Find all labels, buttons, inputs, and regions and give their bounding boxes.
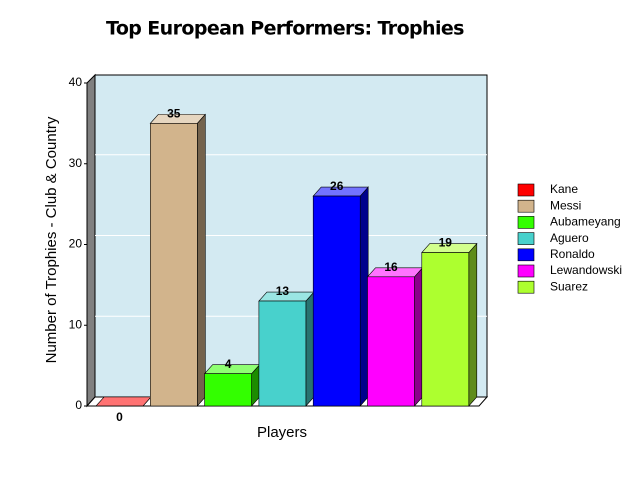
x-axis-title: Players bbox=[257, 424, 307, 441]
data-label: 0 bbox=[116, 410, 123, 424]
legend-label: Kane bbox=[550, 182, 578, 196]
data-label: 26 bbox=[330, 179, 344, 193]
bar-side bbox=[197, 113, 206, 407]
y-tick-label: 40 bbox=[69, 75, 83, 89]
bar bbox=[367, 276, 415, 407]
side-wall bbox=[86, 73, 96, 408]
bar bbox=[421, 252, 470, 407]
legend-swatch bbox=[517, 183, 535, 197]
legend-label: Aubameyang bbox=[550, 215, 621, 229]
data-label: 16 bbox=[384, 260, 398, 274]
bar bbox=[204, 373, 252, 407]
chart-title: Top European Performers: Trophies bbox=[106, 18, 464, 40]
y-tick-label: 30 bbox=[69, 156, 83, 170]
legend-label: Messi bbox=[550, 198, 581, 212]
data-label: 13 bbox=[276, 284, 290, 298]
data-label: 19 bbox=[439, 236, 453, 250]
legend-swatch bbox=[517, 248, 535, 262]
legend-swatch bbox=[517, 232, 535, 245]
legend-label: Ronaldo bbox=[550, 247, 595, 261]
data-label: 4 bbox=[225, 357, 232, 371]
y-tick-label: 10 bbox=[69, 317, 83, 331]
legend-swatch bbox=[517, 264, 535, 278]
legend-swatch bbox=[517, 216, 535, 229]
legend-swatch bbox=[517, 280, 535, 294]
y-tick-label: 20 bbox=[69, 237, 83, 251]
bar-side bbox=[414, 267, 423, 407]
legend-swatch bbox=[517, 199, 535, 213]
bar-top bbox=[203, 364, 261, 375]
data-label: 35 bbox=[167, 107, 181, 121]
bar-side bbox=[305, 291, 315, 407]
bar bbox=[258, 300, 307, 407]
bar-side bbox=[468, 242, 478, 407]
y-tick-label: 0 bbox=[75, 398, 82, 412]
bar-side bbox=[359, 186, 369, 407]
bar-top bbox=[95, 396, 152, 407]
legend-label: Lewandowski bbox=[550, 263, 622, 277]
legend-label: Aguero bbox=[550, 231, 589, 245]
legend-label: Suarez bbox=[550, 279, 588, 293]
y-axis-title: Number of Trophies - Club & Country bbox=[43, 116, 60, 363]
bar bbox=[312, 195, 361, 407]
bar bbox=[150, 123, 198, 407]
